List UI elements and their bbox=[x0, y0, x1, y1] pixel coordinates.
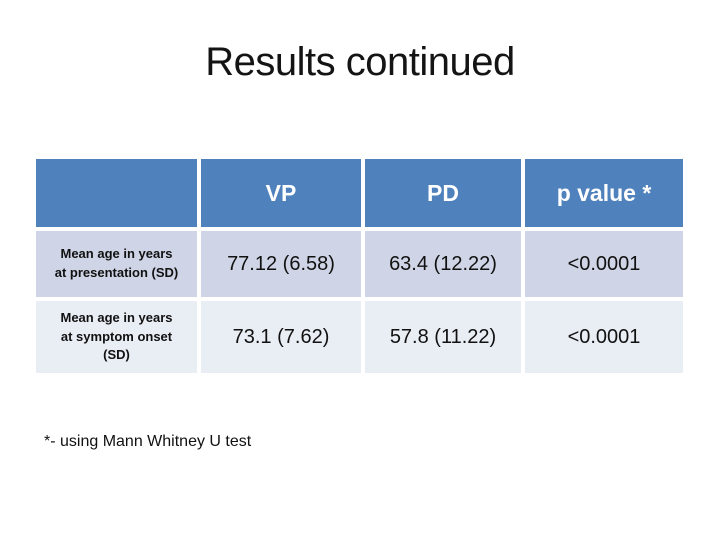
header-cell-empty bbox=[36, 159, 197, 227]
cell-vp-symptom-onset: 73.1 (7.62) bbox=[201, 301, 361, 373]
label-line: at symptom onset bbox=[60, 328, 173, 344]
label-line: Mean age in years bbox=[60, 246, 173, 262]
cell-pd-symptom-onset: 57.8 (11.22) bbox=[365, 301, 521, 373]
cell-pvalue-presentation: <0.0001 bbox=[525, 231, 683, 297]
footnote: *- using Mann Whitney U test bbox=[44, 433, 252, 450]
label-line: at presentation (SD) bbox=[54, 265, 179, 280]
header-cell-pd: PD bbox=[365, 159, 521, 227]
header-cell-vp: VP bbox=[201, 159, 361, 227]
cell-vp-presentation: 77.12 (6.58) bbox=[201, 231, 361, 297]
header-cell-pvalue: p value * bbox=[525, 159, 683, 227]
label-line: Mean age in years bbox=[60, 309, 173, 325]
row-label-presentation: Mean age in years at presentation (SD) bbox=[36, 231, 197, 297]
slide-title: Results continued bbox=[205, 40, 515, 84]
cell-pd-presentation: 63.4 (12.22) bbox=[365, 231, 521, 297]
cell-pvalue-symptom-onset: <0.0001 bbox=[525, 301, 683, 373]
label-line: (SD) bbox=[103, 347, 130, 363]
results-table: VP PD p value * Mean age in years at pre… bbox=[36, 159, 683, 373]
row-label-symptom-onset: Mean age in years at symptom onset (SD) bbox=[36, 301, 197, 373]
